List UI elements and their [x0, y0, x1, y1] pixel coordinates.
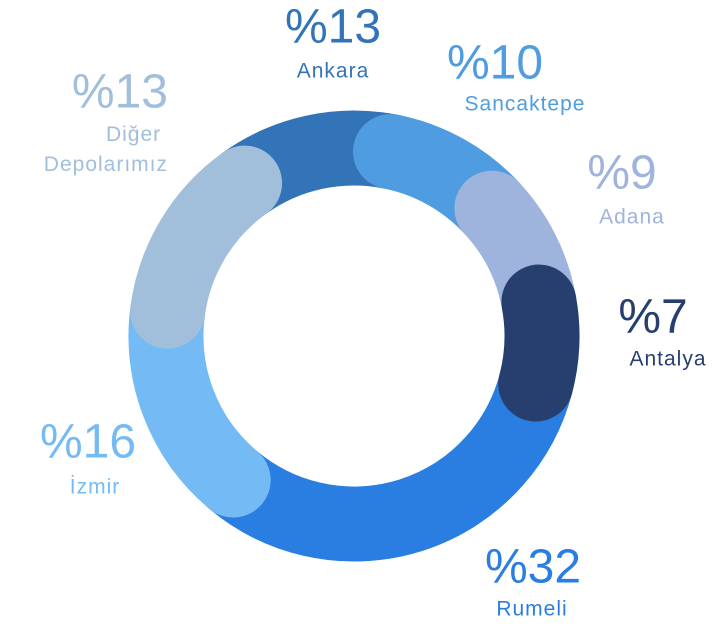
value-label: %13: [72, 66, 168, 119]
value-label: %7: [618, 291, 687, 344]
value-label: %16: [40, 416, 136, 469]
category-label: Antalya: [629, 348, 706, 371]
donut-segment: [195, 346, 574, 562]
value-label: %10: [447, 37, 543, 90]
category-label: Ankara: [297, 60, 370, 83]
category-label: Sancaktepe: [465, 93, 586, 116]
category-label: Diğer Depolarımız: [44, 123, 168, 176]
value-label: %32: [485, 541, 581, 594]
category-label: Adana: [599, 206, 665, 229]
donut-segment: [498, 264, 580, 422]
category-label: İzmir: [70, 476, 121, 499]
value-label: %13: [285, 1, 381, 54]
donut-segment: [130, 145, 283, 349]
value-label: %9: [587, 147, 656, 200]
category-label: Rumeli: [496, 598, 567, 621]
